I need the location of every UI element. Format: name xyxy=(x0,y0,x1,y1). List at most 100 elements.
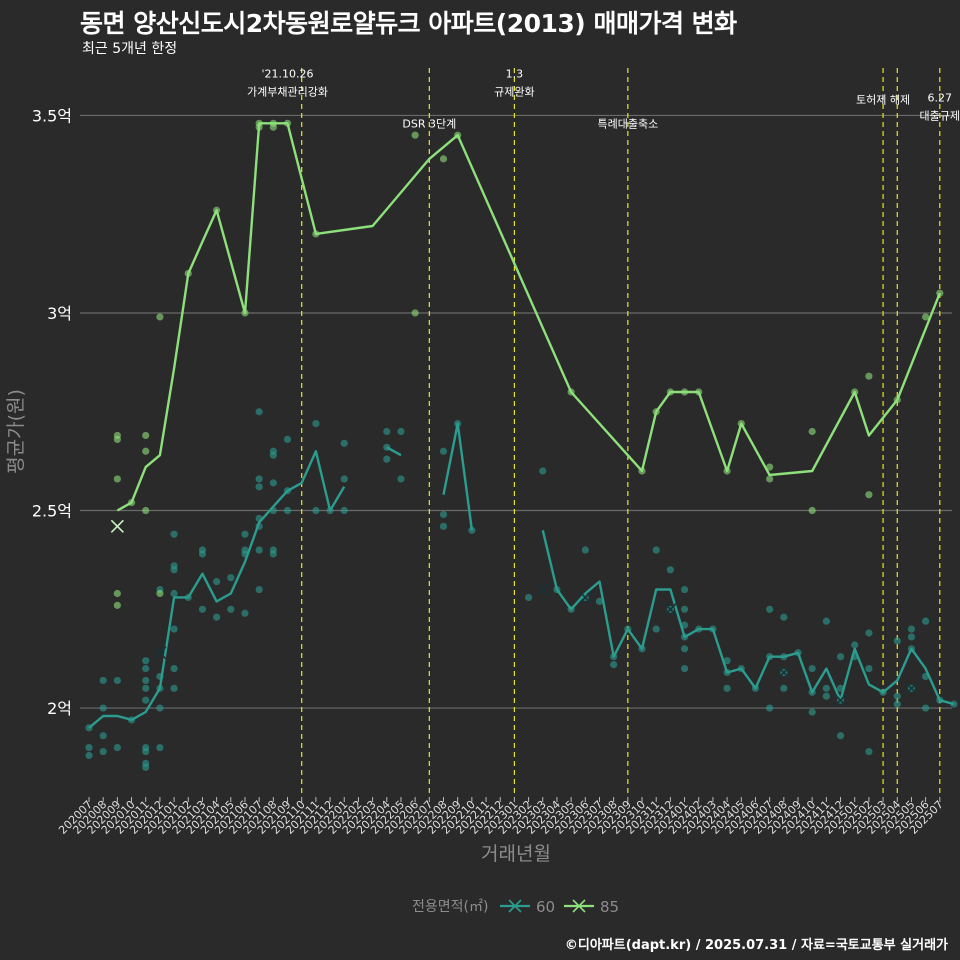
data-point-85 xyxy=(142,431,150,440)
data-point-60 xyxy=(851,641,859,649)
data-point-60 xyxy=(780,613,788,621)
cross-marker-60 xyxy=(904,681,919,695)
event-label: 특례대출축소 xyxy=(597,117,658,130)
data-point-60 xyxy=(808,708,816,716)
cross-stroke xyxy=(904,681,919,695)
cross-stroke xyxy=(777,665,791,680)
data-point-60 xyxy=(156,704,164,712)
cross-marker-60 xyxy=(536,582,550,597)
data-point-60 xyxy=(255,475,263,483)
data-point-60 xyxy=(893,637,901,645)
data-point-85 xyxy=(922,313,930,321)
data-point-60 xyxy=(255,483,263,491)
data-point-60 xyxy=(283,506,292,515)
data-point-85 xyxy=(156,589,164,598)
data-point-85 xyxy=(113,601,121,609)
data-point-85 xyxy=(142,506,150,515)
y-tick-label: 2.5억 xyxy=(32,502,72,521)
data-point-60 xyxy=(312,506,320,515)
data-point-60 xyxy=(383,427,391,436)
data-point-60 xyxy=(113,676,121,685)
data-point-60 xyxy=(723,657,731,665)
data-point-60 xyxy=(610,661,618,669)
cross-stroke xyxy=(110,519,124,533)
data-point-60 xyxy=(156,743,164,752)
data-point-60 xyxy=(766,704,774,712)
legend-key-cross xyxy=(508,899,522,913)
data-point-60 xyxy=(85,743,93,752)
data-point-60 xyxy=(680,664,689,673)
data-point-60 xyxy=(255,546,263,554)
data-point-60 xyxy=(822,684,830,692)
data-point-60 xyxy=(142,763,150,771)
data-point-60 xyxy=(340,475,348,483)
cross-marker-60 xyxy=(153,646,167,660)
data-point-60 xyxy=(922,704,930,712)
y-tick-label: 3.5억 xyxy=(32,106,72,125)
data-point-60 xyxy=(723,684,731,692)
data-point-60 xyxy=(142,684,150,692)
cross-stroke xyxy=(663,602,677,616)
data-point-60 xyxy=(666,566,674,574)
data-point-60 xyxy=(99,676,107,685)
data-point-60 xyxy=(680,645,689,653)
data-point-85 xyxy=(808,506,816,515)
data-point-60 xyxy=(142,747,150,756)
data-point-60 xyxy=(198,605,207,613)
data-point-60 xyxy=(142,696,150,704)
data-point-85 xyxy=(113,589,121,598)
data-point-60 xyxy=(780,684,788,692)
data-point-60 xyxy=(99,747,107,756)
event-label: '21.10.26 가계부채관리강화 xyxy=(247,68,328,99)
legend-item-60: 60 xyxy=(500,898,555,916)
chart-subtitle: 최근 5개년 한정 xyxy=(82,41,178,57)
data-point-60 xyxy=(383,455,391,463)
data-point-60 xyxy=(439,510,448,519)
data-point-60 xyxy=(113,743,121,752)
y-axis-title: 평균가(원) xyxy=(5,389,27,474)
data-point-60 xyxy=(99,732,107,740)
data-point-60 xyxy=(142,676,150,685)
cross-marker-60 xyxy=(777,665,791,680)
data-point-60 xyxy=(269,451,277,459)
data-point-60 xyxy=(170,664,178,673)
data-point-60 xyxy=(595,597,604,605)
data-point-60 xyxy=(340,506,348,515)
y-tick-label: 3억 xyxy=(47,304,72,323)
data-point-85 xyxy=(808,427,816,436)
event-label: 토허제 해제 xyxy=(856,93,910,107)
chart-title: 동면 양산신도시2차동원로얄듀크 아파트(2013) 매매가격 변화 xyxy=(80,9,737,38)
data-point-60 xyxy=(439,447,448,455)
data-point-85 xyxy=(865,491,873,499)
data-point-60 xyxy=(170,566,178,574)
data-point-60 xyxy=(922,617,930,625)
data-point-60 xyxy=(198,550,207,558)
legend-key-cross xyxy=(572,899,586,913)
data-point-60 xyxy=(170,530,178,538)
cross-marker-85 xyxy=(110,519,124,533)
data-point-60 xyxy=(255,408,263,416)
data-point-60 xyxy=(865,747,873,756)
cross-marker-60 xyxy=(578,590,592,605)
series-line-60 xyxy=(88,450,346,729)
data-point-85 xyxy=(269,123,277,131)
series-line-85 xyxy=(116,122,941,512)
data-point-60 xyxy=(170,589,178,598)
data-point-60 xyxy=(142,657,150,665)
data-point-85 xyxy=(865,372,873,380)
data-point-60 xyxy=(680,585,689,594)
data-point-60 xyxy=(893,700,901,708)
data-point-85 xyxy=(766,463,774,471)
data-point-85 xyxy=(156,313,164,321)
data-point-60 xyxy=(524,593,533,602)
data-point-60 xyxy=(241,530,249,538)
data-point-60 xyxy=(227,605,235,613)
data-point-60 xyxy=(836,732,845,740)
data-point-60 xyxy=(836,653,845,661)
data-point-60 xyxy=(581,546,589,554)
data-point-60 xyxy=(539,467,547,475)
event-label: DSR 3단계 xyxy=(402,117,456,130)
data-point-85 xyxy=(439,155,448,163)
data-point-60 xyxy=(397,427,405,436)
